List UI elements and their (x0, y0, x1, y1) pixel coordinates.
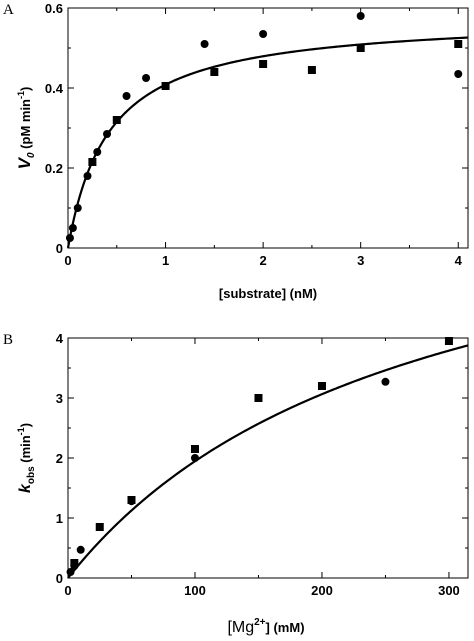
panel-b-y-tick-label: 4 (56, 331, 64, 346)
panel-b-circle-point (76, 545, 85, 554)
panel-a-y-title-rest: (pM min (18, 99, 33, 152)
panel-a-x-tick-label: 3 (357, 253, 364, 268)
panel-a-square-point (161, 82, 170, 90)
panel-a-circle-point (73, 204, 82, 212)
panel-b-circle-point (190, 454, 199, 462)
panel-b-y-axis-title: kobs (min-1) (16, 423, 37, 493)
panel-a-points (65, 12, 463, 242)
panel-b-circle-point (381, 377, 390, 386)
panel-a-x-tick-label: 1 (162, 253, 169, 268)
panel-a-y-axis-title: V0 (pM min-1) (15, 87, 37, 170)
panel-a-y-title-sup: -1 (16, 91, 26, 99)
panel-a-square-point (356, 44, 365, 52)
panel-b-y-tick-label: 1 (56, 511, 63, 526)
panel-a-circle-point (93, 148, 102, 156)
panel-b-y-tick-label: 0 (56, 571, 63, 586)
panel-a-x-ticks: 0 1 2 3 4 (64, 8, 463, 268)
panel-b-x-tick-label: 300 (438, 583, 460, 598)
panel-a-square-point (259, 60, 268, 68)
panel-b-x-axis-title: [Mg2+] (mM) (227, 617, 304, 636)
panel-b-label: B (3, 332, 13, 348)
panel-b-y-title-sub: obs (26, 466, 37, 484)
panel-a-fit-curve (66, 36, 469, 249)
panel-b-frame (67, 337, 469, 579)
panel-a-circle-point (142, 74, 151, 82)
panel-b-x-tick-label: 0 (64, 583, 71, 598)
panel-b-y-title-main: k (17, 483, 34, 493)
panel-a-x-tick-label: 0 (64, 253, 71, 268)
panel-a-circle-point (103, 130, 112, 138)
panel-b-square-point (190, 445, 199, 453)
panel-a-circle-point (83, 172, 92, 180)
panel-a-circle-point (122, 92, 131, 100)
panel-a-label: A (3, 2, 14, 18)
panel-b-x-title-post: ] (mM) (266, 620, 305, 635)
panel-a-circle-point (454, 70, 463, 78)
panel-b-x-tick-label: 100 (184, 583, 206, 598)
panel-a-square-point (112, 116, 121, 124)
panel-a-circle-point (259, 30, 268, 38)
panel-a-square-point (210, 68, 219, 76)
panel-a-x-tick-label: 2 (260, 253, 267, 268)
panel-b-y-title-rest: (min (18, 435, 33, 466)
panel-a-circle-point (65, 234, 74, 242)
panel-a-y-tick-label: 0.4 (45, 81, 64, 96)
panel-a-y-tick-label: 0 (56, 241, 63, 256)
panel-b-circle-point (66, 568, 75, 576)
panel-b-fit-curve (67, 344, 469, 579)
panel-b-points (66, 337, 453, 576)
panel-a-y-tick-label: 0.6 (45, 1, 63, 16)
panel-a-y-title-end: ) (18, 87, 33, 91)
panel-a-y-title-main: V (15, 156, 34, 169)
panel-b-x-tick-label: 200 (311, 583, 333, 598)
panel-b-y-title-end: ) (18, 423, 33, 427)
panel-a-y-tick-label: 0.2 (45, 161, 63, 176)
panel-b-y-tick-label: 2 (56, 451, 63, 466)
panel-b-x-ticks: 0 100 200 300 (64, 338, 460, 598)
panel-b-square-point (95, 523, 104, 531)
panel-b-x-title-sup: 2+ (254, 617, 266, 628)
panel-a-circle-point (356, 12, 365, 20)
panel-b-y-title-sup: -1 (16, 427, 26, 435)
panel-b-x-title-pre: [Mg (227, 619, 254, 636)
panel-b-y-tick-label: 3 (56, 391, 63, 406)
panel-b: B 0 1 2 3 4 0 100 200 300 [Mg2+] (mM) kobs (min… (3, 331, 469, 636)
panel-b-square-point (254, 394, 263, 402)
panel-b-y-ticks: 0 1 2 3 4 (56, 331, 468, 586)
panel-a-circle-point (68, 224, 77, 232)
panel-a-x-tick-label: 4 (455, 253, 463, 268)
panel-a-y-title-sub: 0 (26, 152, 37, 158)
panel-b-square-point (127, 496, 136, 504)
panel-a-square-point (307, 66, 316, 74)
panel-a-square-point (454, 40, 463, 48)
panel-a-circle-point (200, 40, 209, 48)
panel-a-x-axis-title: [substrate] (nM) (219, 286, 317, 301)
panel-b-square-point (70, 559, 79, 567)
panel-a-square-point (88, 158, 97, 166)
panel-b-square-point (317, 382, 326, 390)
panel-b-square-point (444, 337, 453, 345)
panel-a-y-ticks: 0 0.2 0.4 0.6 (45, 1, 468, 256)
panel-a-frame (67, 7, 469, 249)
